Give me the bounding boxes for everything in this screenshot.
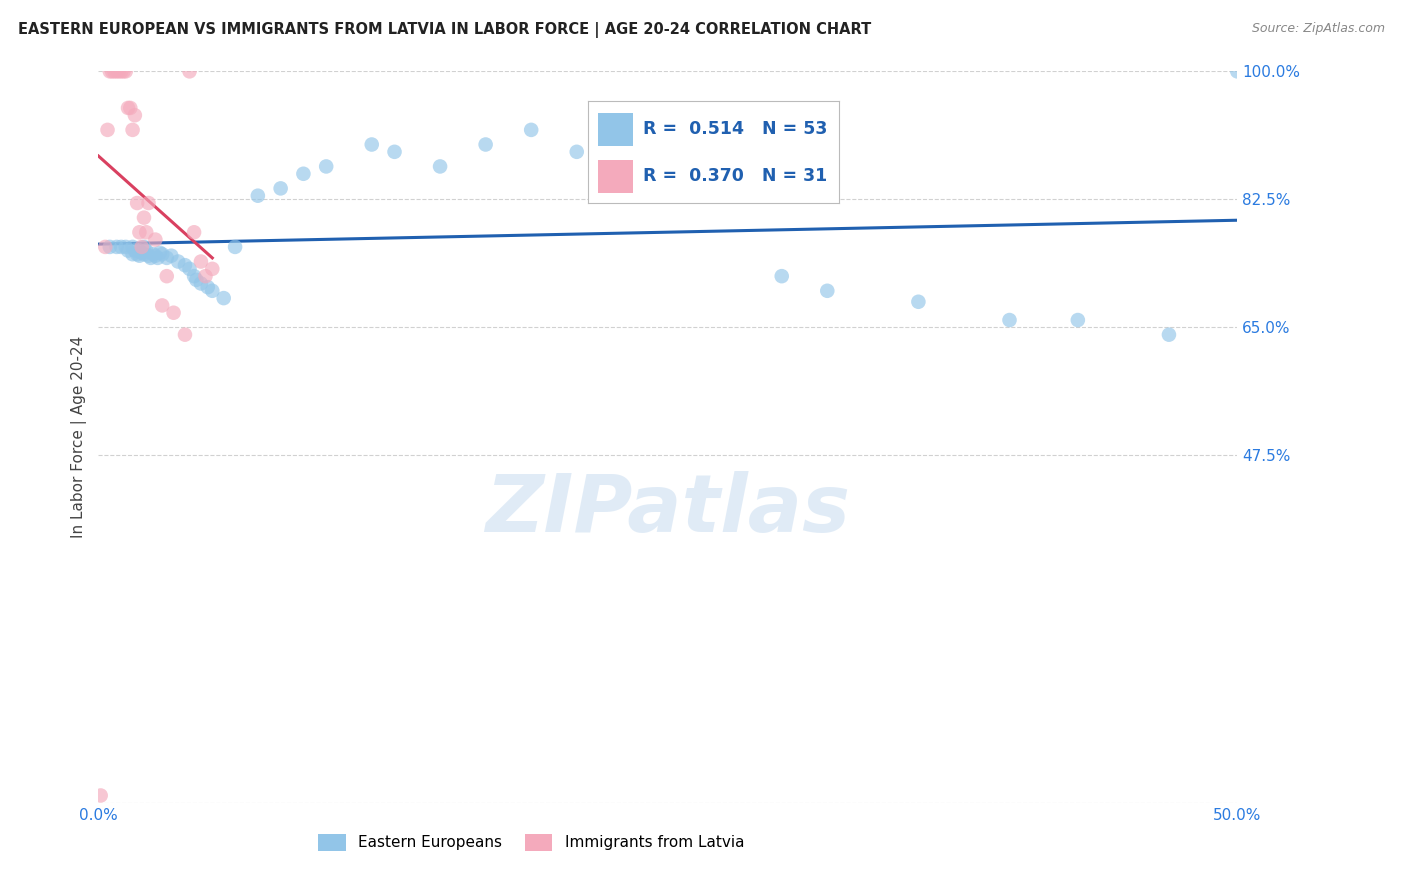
Point [190, 254, 212, 268]
Text: Source: ZipAtlas.com: Source: ZipAtlas.com [1251, 22, 1385, 36]
Point [770, 269, 793, 284]
Point [145, 249, 167, 263]
Point [179, 64, 201, 78]
Point [98, 240, 121, 254]
Point [121, 240, 143, 254]
Point [121, 123, 143, 137]
Point [183, 269, 205, 284]
Point [1157, 327, 1180, 342]
Point [1226, 64, 1249, 78]
Point [702, 160, 724, 174]
Point [98, 64, 121, 78]
Point [132, 240, 155, 254]
Point [224, 240, 246, 254]
Point [128, 249, 150, 263]
Point [156, 269, 179, 284]
Point [146, 251, 169, 265]
Point [474, 137, 496, 152]
Point [121, 247, 143, 261]
Point [117, 244, 139, 258]
Point [135, 225, 157, 239]
Point [96, 123, 118, 137]
Point [132, 211, 155, 225]
Point [139, 251, 162, 265]
Point [127, 247, 149, 261]
Point [128, 225, 150, 239]
Point [110, 64, 132, 78]
Point [197, 280, 219, 294]
Legend: Eastern Europeans, Immigrants from Latvia: Eastern Europeans, Immigrants from Latvi… [312, 828, 751, 857]
Point [150, 247, 173, 261]
Point [186, 273, 208, 287]
Point [145, 233, 167, 247]
Point [429, 160, 451, 174]
Text: ZIPatlas: ZIPatlas [485, 471, 851, 549]
Point [131, 245, 153, 260]
Point [612, 160, 634, 174]
Point [124, 108, 146, 122]
Point [360, 137, 382, 152]
Point [183, 225, 205, 239]
Point [138, 196, 160, 211]
Point [565, 145, 588, 159]
Point [108, 64, 131, 78]
Point [101, 64, 124, 78]
Point [120, 101, 142, 115]
Point [174, 327, 197, 342]
Point [201, 284, 224, 298]
Point [190, 277, 212, 291]
Point [246, 188, 269, 202]
Point [142, 247, 165, 261]
Text: EASTERN EUROPEAN VS IMMIGRANTS FROM LATVIA IN LABOR FORCE | AGE 20-24 CORRELATIO: EASTERN EUROPEAN VS IMMIGRANTS FROM LATV… [18, 22, 872, 38]
Point [114, 240, 136, 254]
Point [128, 244, 150, 258]
Point [201, 261, 224, 276]
Point [117, 101, 139, 115]
Point [167, 254, 190, 268]
Point [1067, 313, 1090, 327]
Point [315, 160, 337, 174]
Point [135, 244, 157, 258]
Point [212, 291, 235, 305]
Point [998, 313, 1021, 327]
Point [907, 294, 929, 309]
Point [124, 244, 146, 258]
Point [384, 145, 406, 159]
Point [150, 298, 173, 312]
Point [127, 196, 149, 211]
Point [520, 123, 543, 137]
Point [815, 284, 838, 298]
Point [131, 240, 153, 254]
Point [114, 64, 136, 78]
Point [105, 240, 128, 254]
Point [132, 247, 155, 261]
Point [90, 789, 112, 803]
Point [103, 64, 125, 78]
Point [156, 251, 179, 265]
Point [149, 245, 172, 260]
Point [112, 64, 135, 78]
Point [194, 269, 217, 284]
Point [110, 240, 132, 254]
Point [162, 306, 184, 320]
Point [179, 261, 201, 276]
Point [292, 167, 315, 181]
Point [94, 240, 117, 254]
Y-axis label: In Labor Force | Age 20-24: In Labor Force | Age 20-24 [72, 336, 87, 538]
Point [138, 249, 160, 263]
Point [105, 64, 128, 78]
Point [270, 181, 292, 195]
Point [174, 258, 197, 272]
Point [160, 249, 183, 263]
